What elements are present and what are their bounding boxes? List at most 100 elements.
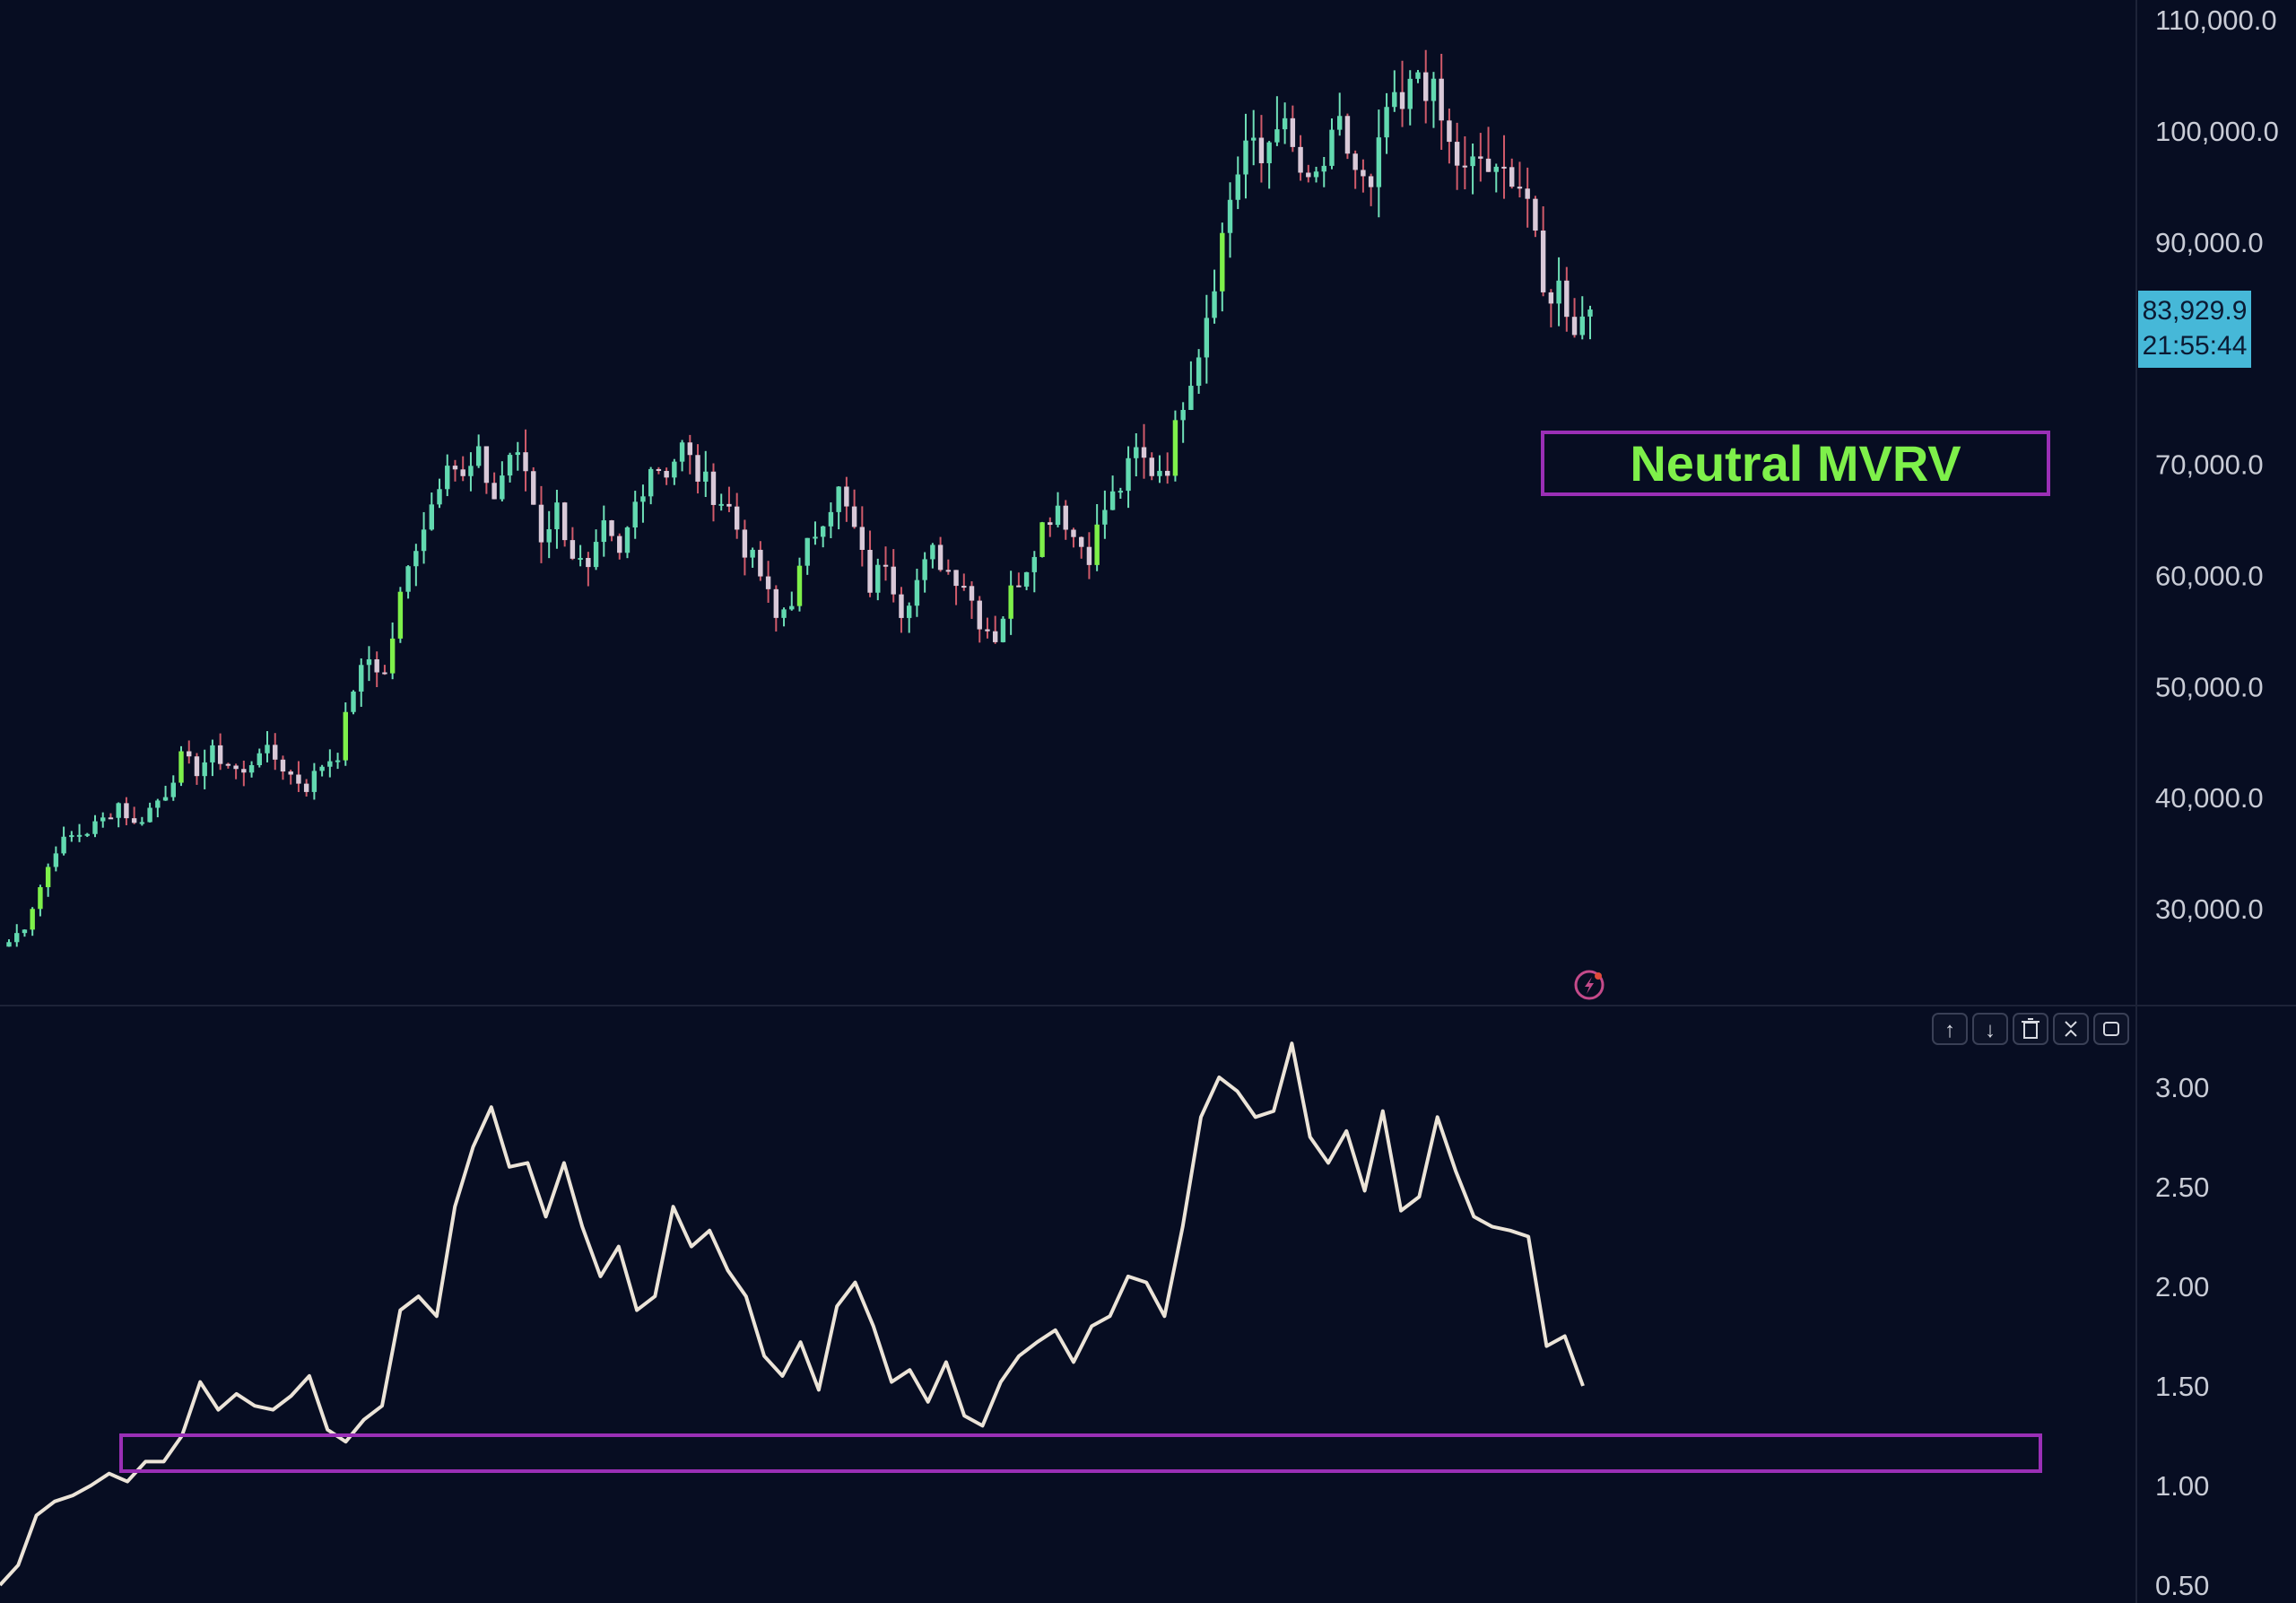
candle (906, 602, 912, 633)
candle (1266, 141, 1272, 189)
move-down-button[interactable]: ↓ (1972, 1013, 2008, 1045)
candle (335, 753, 341, 770)
mvrv-axis-tick: 1.50 (2155, 1371, 2209, 1402)
candle (233, 763, 239, 780)
candle (131, 806, 137, 824)
candle (1337, 92, 1343, 136)
candle (1478, 133, 1483, 182)
price-pane[interactable] (6, 49, 1593, 947)
candle (1126, 446, 1131, 509)
candle (147, 802, 152, 823)
candle (288, 769, 293, 785)
candle (1134, 433, 1139, 477)
candle (1329, 118, 1335, 170)
candle (1564, 266, 1570, 332)
collapse-icon (2065, 1021, 2077, 1037)
candle (116, 802, 121, 828)
candle (1361, 159, 1366, 193)
candle (14, 924, 20, 947)
candle (1212, 269, 1217, 324)
candle (1407, 70, 1413, 126)
price-axis[interactable]: 110,000.0 100,000.0 90,000.0 70,000.0 60,000… (2155, 4, 2279, 925)
candle (914, 568, 920, 617)
candle (1525, 167, 1530, 228)
candle (531, 466, 536, 505)
maximize-button[interactable] (2093, 1013, 2129, 1045)
candle (319, 764, 325, 777)
candle (1571, 298, 1578, 338)
candle (624, 526, 631, 559)
neutral-mvrv-annotation[interactable]: Neutral MVRV (1541, 431, 2050, 496)
candle (687, 434, 693, 475)
candle (742, 519, 748, 576)
candle (561, 501, 568, 547)
candle (1157, 455, 1162, 484)
candle (1493, 163, 1499, 193)
candlestick-series (6, 49, 1593, 947)
collapse-button[interactable] (2053, 1013, 2089, 1045)
candle (1282, 102, 1288, 144)
candle (1579, 296, 1585, 340)
candle (1290, 105, 1296, 152)
candle (859, 506, 865, 567)
candle (194, 753, 200, 785)
move-up-button[interactable]: ↑ (1932, 1013, 1968, 1045)
mvrv-pane[interactable] (0, 1041, 2042, 1587)
mvrv-axis-tick: 2.50 (2155, 1172, 2209, 1203)
candle (703, 450, 709, 498)
candle (69, 831, 74, 842)
candle (1141, 423, 1147, 479)
candle (351, 690, 356, 715)
candle (538, 485, 544, 563)
candle (500, 461, 505, 501)
candle (648, 466, 654, 505)
candle (656, 466, 662, 475)
candle (210, 739, 215, 777)
current-price-badge: 83,929.9 21:55:44 (2138, 291, 2251, 368)
candle (617, 533, 622, 560)
candle (92, 815, 98, 838)
candle (1368, 173, 1374, 206)
candle (1016, 572, 1022, 588)
candle (1306, 164, 1311, 183)
candle (1048, 517, 1053, 537)
candle (1094, 503, 1100, 571)
price-axis-tick: 60,000.0 (2155, 560, 2264, 591)
mvrv-axis[interactable]: 3.00 2.50 2.00 1.50 1.00 0.50 (2155, 1072, 2209, 1601)
candle (273, 733, 278, 771)
price-axis-tick: 40,000.0 (2155, 782, 2264, 814)
price-axis-tick: 50,000.0 (2155, 671, 2264, 702)
candle (820, 526, 826, 548)
mvrv-axis-tick: 1.00 (2155, 1470, 2209, 1502)
candle (515, 441, 521, 471)
candle (1462, 136, 1468, 190)
candle (883, 546, 889, 581)
candle (1392, 70, 1397, 112)
candle (726, 486, 732, 512)
neutral-zone-box[interactable] (119, 1433, 2042, 1473)
candle (1055, 492, 1061, 527)
candle (429, 492, 435, 531)
candle (1031, 551, 1038, 593)
delete-button[interactable] (2013, 1013, 2048, 1045)
candle (374, 651, 379, 687)
candle (718, 493, 724, 511)
candle (1188, 361, 1194, 411)
candle (937, 536, 944, 572)
candle (789, 591, 795, 611)
candle (828, 502, 834, 538)
price-axis-tick: 100,000.0 (2155, 116, 2279, 147)
lightning-icon[interactable] (1574, 970, 1605, 1000)
candle (382, 665, 387, 675)
candle (225, 762, 231, 769)
candle (359, 658, 364, 707)
arrow-up-icon: ↑ (1944, 1018, 1955, 1042)
candle (523, 429, 528, 492)
candle (679, 440, 685, 472)
annotation-box[interactable] (1541, 431, 2050, 496)
candle (601, 505, 607, 557)
candle (578, 544, 583, 567)
annotation-label: Neutral MVRV (1630, 435, 1961, 492)
candle (257, 748, 262, 768)
